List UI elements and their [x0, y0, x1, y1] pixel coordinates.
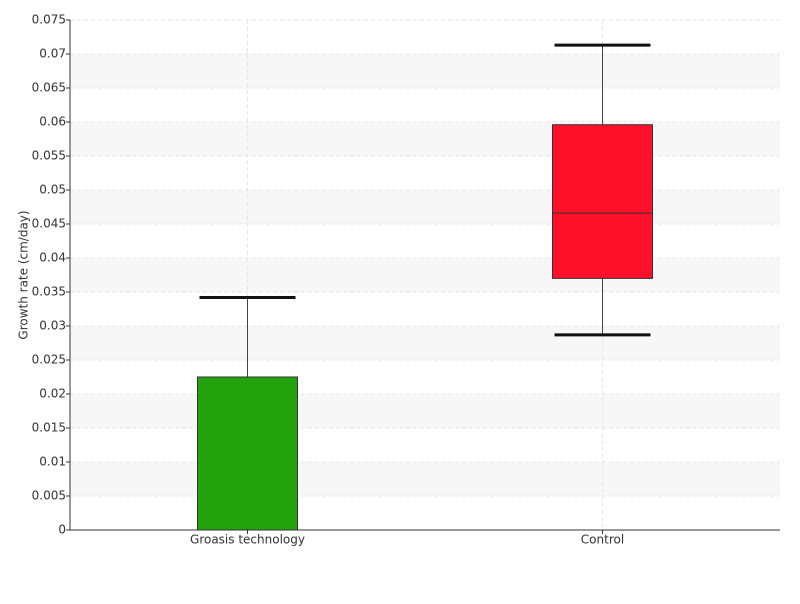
y-tick-label: 0.035	[32, 285, 66, 299]
box	[552, 124, 653, 279]
x-tick-label: Control	[581, 533, 624, 547]
grid-band	[70, 462, 780, 496]
grid-band	[70, 54, 780, 88]
grid-band	[70, 190, 780, 224]
y-tick-label: 0.055	[32, 149, 66, 163]
y-tick-label: 0.07	[39, 47, 66, 61]
y-tick-label: 0.01	[39, 455, 66, 469]
y-tick-label: 0.015	[32, 421, 66, 435]
y-tick-label: 0.04	[39, 251, 66, 265]
y-tick-label: 0.03	[39, 319, 66, 333]
y-tick-label: 0	[58, 523, 66, 537]
y-tick-label: 0.05	[39, 183, 66, 197]
grid-band	[70, 258, 780, 292]
grid-band	[70, 394, 780, 428]
y-tick-label: 0.025	[32, 353, 66, 367]
grid-band	[70, 326, 780, 360]
y-axis-label: Growth rate (cm/day)	[17, 210, 31, 339]
y-tick-label: 0.065	[32, 81, 66, 95]
y-tick-label: 0.02	[39, 387, 66, 401]
y-tick-label: 0.005	[32, 489, 66, 503]
y-tick-label: 0.075	[32, 13, 66, 27]
y-tick-label: 0.045	[32, 217, 66, 231]
grid-band	[70, 122, 780, 156]
box	[197, 376, 298, 531]
y-tick-label: 0.06	[39, 115, 66, 129]
x-tick-label: Groasis technology	[190, 533, 305, 547]
